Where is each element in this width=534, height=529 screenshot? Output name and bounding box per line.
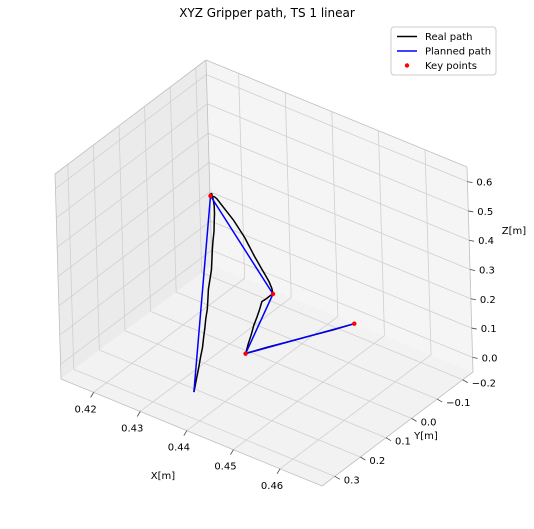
y-gridline: [176, 291, 438, 400]
x-tick-label: 0.45: [214, 462, 236, 473]
key-point: [243, 351, 248, 356]
z-gridline: [211, 249, 473, 358]
y-gridline: [73, 368, 335, 477]
x-tick-label: 0.42: [74, 404, 96, 415]
z-tick-mark: [471, 327, 477, 330]
y-tick-label: −0.2: [472, 379, 496, 390]
z-tick-mark: [470, 298, 476, 301]
legend: Real path Planned path Key points: [390, 26, 497, 76]
z-gridline: [60, 250, 212, 365]
x-axis-label: X[m]: [151, 471, 175, 482]
z-gridline: [206, 74, 468, 183]
x-tick-mark: [230, 449, 234, 455]
y-tick-label: −0.1: [446, 398, 470, 409]
z-tick-mark: [468, 210, 474, 213]
y-tick-mark: [436, 398, 443, 403]
z-gridline: [207, 103, 469, 212]
z-tick-label: 0.5: [477, 207, 493, 218]
x-tick-mark: [136, 411, 141, 417]
y-gridline: [99, 349, 361, 458]
z-tick-label: 0.1: [481, 324, 497, 335]
y-tick-label: 0.2: [369, 456, 385, 467]
z-tick-label: 0.6: [476, 178, 492, 189]
y-tick-mark: [360, 456, 366, 461]
legend-real-path: Real path: [425, 32, 472, 43]
z-gridline: [210, 220, 472, 329]
gridlines: [55, 67, 473, 477]
x-axis-line: [60, 378, 323, 487]
legend-key-points: Key points: [425, 61, 477, 72]
z-tick-label: 0.0: [482, 353, 498, 364]
y-tick-mark: [411, 418, 417, 422]
series-layer: [193, 192, 357, 393]
z-gridline: [209, 191, 472, 300]
real-path-line: [193, 192, 355, 393]
z-tick-mark: [467, 181, 473, 184]
y-gridline: [150, 311, 412, 419]
z-gridline: [57, 162, 210, 277]
chart-title: XYZ Gripper path, TS 1 linear: [179, 6, 355, 20]
key-point: [270, 291, 276, 297]
pane-edge: [54, 59, 207, 175]
y-gridline: [124, 330, 387, 439]
key-point: [208, 193, 213, 199]
x-gridline: [93, 278, 245, 393]
x-tick-label: 0.46: [261, 481, 283, 492]
z-tick-mark: [469, 239, 475, 242]
z-gridline: [56, 103, 208, 219]
y-tick-mark: [462, 379, 468, 384]
x-tick-mark: [276, 468, 281, 475]
x-gridline: [233, 335, 385, 451]
z-gridline: [58, 191, 211, 307]
z-gridline: [56, 132, 209, 248]
x-tick-label: 0.43: [121, 423, 143, 434]
z-tick-mark: [472, 356, 478, 359]
axis-ticks: 0.42 0.43 0.44 0.45 0.46 −0.2−0.1 0.0 0.1 0.2 0.3…: [74, 178, 497, 492]
pane-edge: [54, 173, 62, 380]
y-tick-mark: [385, 437, 392, 442]
z-gridline: [55, 74, 207, 189]
legend-key-points-swatch: [404, 63, 410, 68]
y-gridline: [201, 272, 463, 381]
legend-box: [390, 26, 497, 76]
pane-edge: [205, 59, 213, 266]
z-tick-mark: [469, 269, 476, 271]
z-gridline: [208, 162, 471, 270]
y-tick-mark: [334, 475, 341, 480]
x-tick-label: 0.44: [168, 443, 190, 454]
axis-edges: [54, 59, 474, 487]
z-tick-label: 0.2: [480, 295, 496, 306]
z-tick-label: 0.4: [478, 236, 494, 247]
x-gridline: [279, 354, 432, 470]
key-point: [352, 321, 357, 326]
legend-planned-path: Planned path: [425, 47, 491, 58]
x-gridline: [139, 297, 292, 412]
y-tick-label: 0.1: [395, 437, 411, 448]
z-gridline: [59, 220, 211, 336]
z-gridline: [207, 132, 470, 241]
pane-edge: [205, 59, 468, 168]
y-axis-label: Y[m]: [413, 431, 438, 442]
z-tick-label: 0.3: [479, 266, 495, 277]
y-tick-label: 0.0: [421, 417, 437, 428]
y-tick-label: 0.3: [344, 475, 360, 486]
x-tick-mark: [90, 392, 94, 398]
x-tick-mark: [183, 430, 188, 436]
y-axis-line: [321, 371, 474, 487]
z-axis-label: Z[m]: [502, 226, 526, 237]
